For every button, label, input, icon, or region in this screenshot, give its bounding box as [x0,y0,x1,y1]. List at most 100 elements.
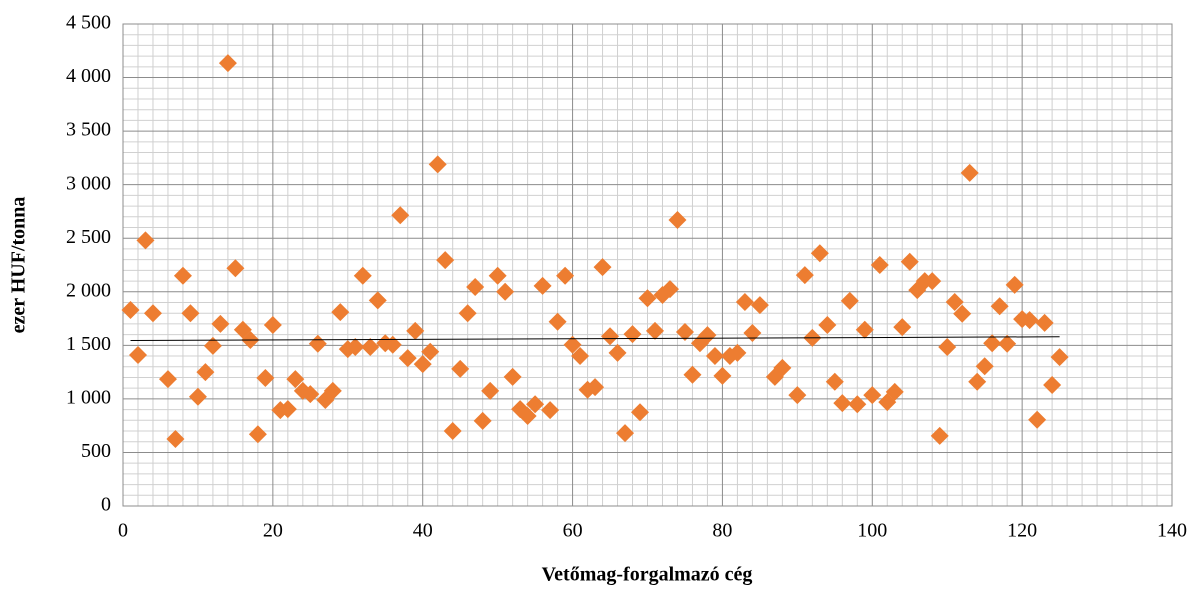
point [645,321,664,340]
point [870,256,889,274]
point [728,343,747,362]
point [968,372,987,391]
point [750,296,769,315]
y-tick-label: 4 500 [66,12,111,34]
point [548,312,567,331]
point [616,424,635,443]
point [563,335,582,354]
point [308,334,327,353]
y-tick-label: 3 000 [66,172,111,194]
point [188,387,207,406]
y-tick-label: 0 [101,494,111,516]
point [421,342,440,361]
y-tick-label: 4 000 [66,65,111,87]
point [218,54,237,73]
point [848,395,867,414]
point [810,244,829,263]
point [346,337,365,356]
point [983,334,1002,353]
y-tick-label: 2 000 [66,279,111,301]
point [323,381,342,400]
point [893,318,912,337]
point [518,407,537,426]
point [196,363,215,382]
point [608,343,627,362]
point [181,304,200,323]
point [586,378,605,397]
point [675,322,694,341]
point [945,292,964,311]
point [391,206,410,225]
point [998,334,1017,353]
point [496,282,515,301]
point [158,370,177,389]
point [825,372,844,391]
point [451,359,470,378]
y-tick-label: 2 500 [66,226,111,248]
point [533,276,552,295]
point [256,369,275,388]
point [436,251,455,270]
point [713,366,732,385]
x-tick-label: 120 [1007,520,1037,542]
point [383,335,402,354]
point [593,258,612,277]
point [571,347,590,366]
point [668,211,687,230]
point [855,320,874,339]
point [601,327,620,346]
point [503,367,522,386]
point [136,231,155,250]
point [1005,275,1024,294]
point [638,289,657,308]
point [698,326,717,345]
point [526,395,545,414]
point [623,325,642,344]
x-tick-label: 60 [563,520,583,542]
trendline [130,336,1060,342]
point [226,259,245,278]
y-tick-label: 1 000 [66,386,111,408]
point [900,252,919,271]
point [840,291,859,310]
point [541,401,560,420]
plot-border [122,23,1173,507]
point [121,300,140,319]
point [248,425,267,444]
point [428,155,447,174]
point [863,386,882,405]
point [488,266,507,285]
point [331,303,350,322]
point [443,422,462,441]
x-tick-label: 100 [857,520,887,542]
point [960,163,979,182]
point [458,304,477,323]
x-axis-title: Vetőmag-forgalmazó cég [542,564,753,586]
point [556,266,575,285]
point [833,394,852,413]
x-tick-label: 20 [263,520,283,542]
point [631,403,650,422]
point [773,358,792,377]
point [211,314,230,333]
x-tick-label: 0 [118,520,128,542]
point [953,304,972,323]
x-tick-label: 140 [1157,520,1187,542]
y-tick-label: 1 500 [66,333,111,355]
point [683,365,702,384]
point [975,357,994,376]
point [368,291,387,310]
point [818,315,837,334]
point [173,266,192,285]
point [286,370,305,389]
y-tick-label: 500 [81,440,111,462]
point [413,355,432,374]
point [473,411,492,430]
point [361,337,380,356]
point [143,304,162,323]
point [705,347,724,366]
point [353,266,372,285]
point [1050,348,1069,367]
point [1043,375,1062,394]
point [166,430,185,449]
